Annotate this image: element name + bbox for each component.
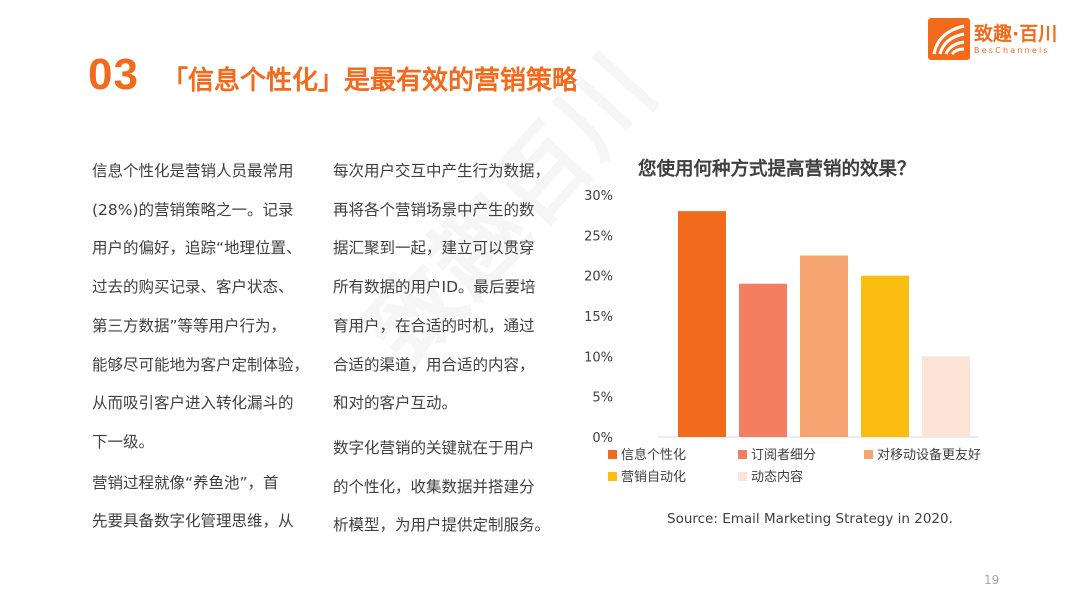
- logo-mark-icon: [928, 18, 970, 60]
- body-line: 和对的客户互动。: [333, 394, 458, 413]
- legend-item: 动态内容: [738, 466, 803, 485]
- legend-item: 信息个性化: [608, 444, 686, 463]
- section-number: 03: [88, 50, 139, 99]
- legend-label: 订阅者细分: [751, 448, 817, 463]
- body-line: 从而吸引客户进入转化漏斗的: [92, 394, 294, 413]
- legend-label: 营销自动化: [621, 470, 687, 485]
- body-line: 的个性化，收集数据并搭建分: [333, 477, 535, 496]
- body-line: 所有数据的用户ID。最后要培: [333, 278, 536, 297]
- body-line: 用户的偏好，追踪“地理位置、: [92, 239, 302, 258]
- logo-name: 致趣·百川: [974, 23, 1058, 45]
- bar-2: [739, 283, 787, 437]
- legend-label: 对移动设备更友好: [877, 448, 982, 463]
- legend-label: 信息个性化: [621, 448, 687, 463]
- body-line: 析模型，为用户提供定制服务。: [333, 516, 551, 535]
- legend-item: 订阅者细分: [738, 444, 816, 463]
- body-line: 育用户，在合适的时机，通过: [333, 316, 535, 335]
- body-line: 每次用户交互中产生行为数据，: [333, 162, 551, 180]
- y-tick-label: 0%: [592, 431, 613, 446]
- body-line: 能够尽可能地为客户定制体验，: [92, 355, 310, 374]
- legend-label: 动态内容: [751, 470, 804, 485]
- y-tick-label: 10%: [584, 350, 613, 365]
- body-line: 营销过程就像“养鱼池”，首: [92, 473, 279, 492]
- body-line: 第三方数据”等等用户行为，: [92, 316, 287, 335]
- page-number: 19: [984, 573, 1000, 587]
- body-line: 过去的购买记录、客户状态、: [92, 278, 294, 297]
- legend-swatch: [608, 472, 617, 481]
- bar-chart: 0% 5% 10% 15% 20% 25% 30%: [580, 185, 1000, 455]
- bar-4: [861, 275, 909, 437]
- body-line: 合适的渠道，用合适的内容，: [333, 355, 535, 374]
- bar-1: [678, 211, 726, 437]
- body-line: 再将各个营销场景中产生的数: [333, 200, 535, 219]
- page-title: 「信息个性化」是最有效的营销策略: [162, 66, 579, 96]
- bar-5: [922, 356, 970, 437]
- y-tick-label: 25%: [584, 229, 613, 244]
- y-tick-label: 20%: [584, 270, 613, 285]
- y-tick-label: 5%: [592, 391, 613, 406]
- logo-subtitle: BesChannels: [974, 46, 1050, 55]
- legend-swatch: [864, 450, 873, 459]
- body-line: 先要具备数字化管理思维，从: [92, 512, 294, 531]
- body-line: (28%)的营销策略之一。记录: [92, 200, 294, 219]
- y-tick-label: 15%: [584, 310, 613, 325]
- legend-swatch: [738, 472, 747, 481]
- body-line: 据汇聚到一起，建立可以贯穿: [333, 239, 535, 258]
- legend-item: 对移动设备更友好: [864, 444, 981, 463]
- body-text-right: 每次用户交互中产生行为数据， 再将各个营销场景中产生的数 据汇聚到一起，建立可以…: [333, 152, 555, 545]
- legend-item: 营销自动化: [608, 466, 686, 485]
- body-line: 下一级。: [92, 432, 155, 451]
- chart-source: Source: Email Marketing Strategy in 2020…: [667, 511, 953, 527]
- body-text-left: 信息个性化是营销人员最常用 (28%)的营销策略之一。记录 用户的偏好，追踪“地…: [92, 152, 314, 541]
- logo: 致趣·百川 BesChannels: [928, 18, 1068, 62]
- legend-swatch: [608, 450, 617, 459]
- body-line: 信息个性化是营销人员最常用: [92, 162, 294, 180]
- y-tick-label: 30%: [584, 189, 613, 204]
- bar-3: [800, 255, 848, 437]
- legend-swatch: [738, 450, 747, 459]
- body-line: 数字化营销的关键就在于用户: [333, 438, 535, 457]
- chart-title: 您使用何种方式提高营销的效果？: [638, 159, 916, 180]
- chart-canvas: 0% 5% 10% 15% 20% 25% 30%: [584, 189, 978, 446]
